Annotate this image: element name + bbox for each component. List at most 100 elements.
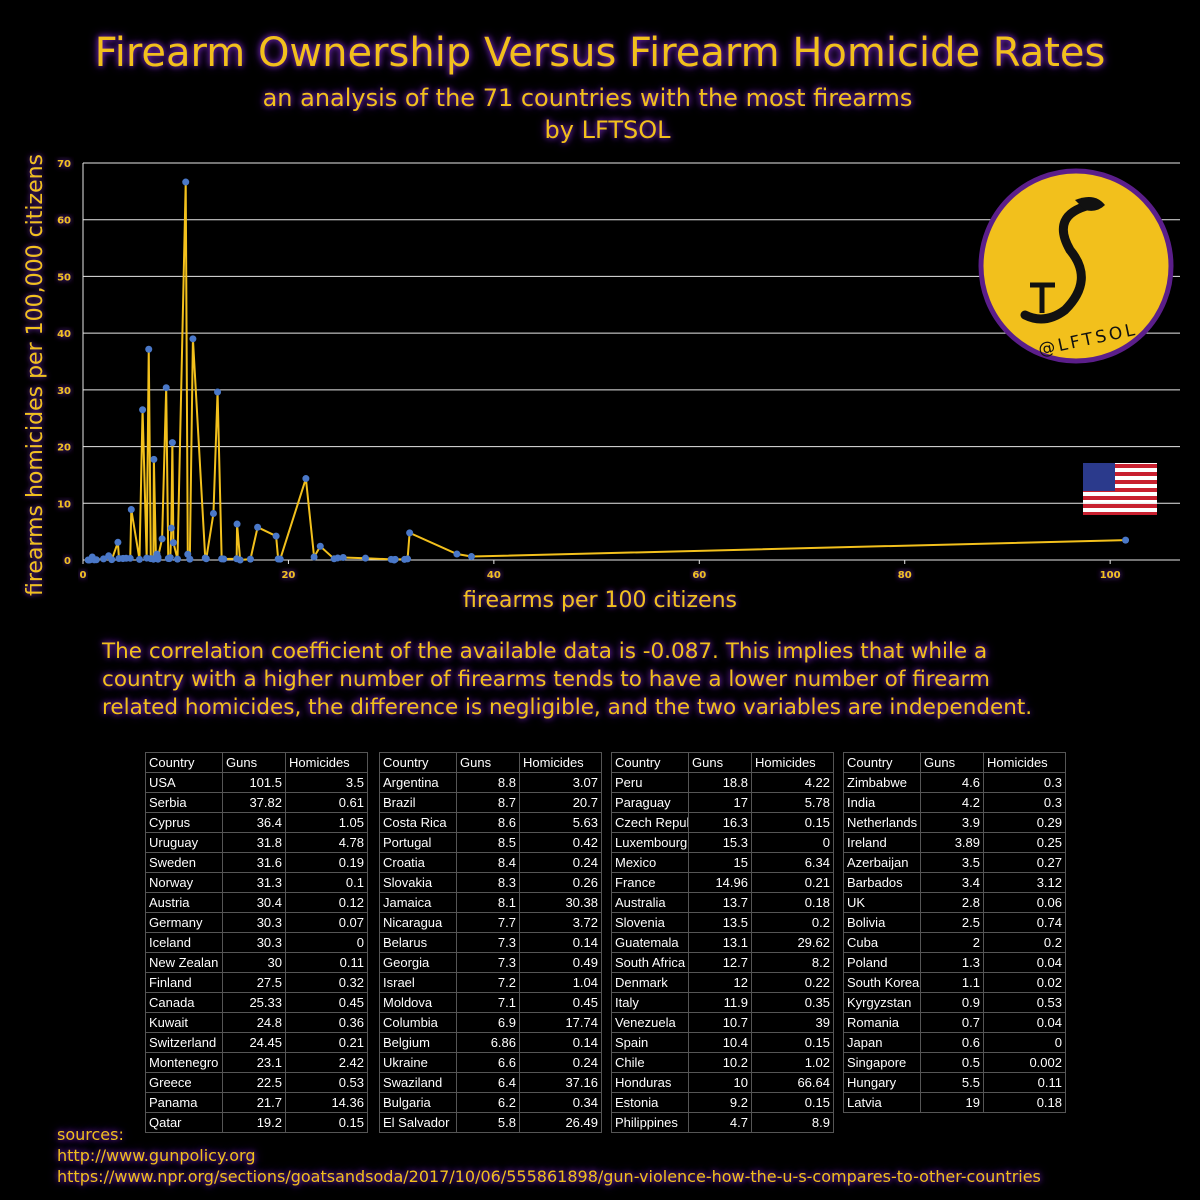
table-row: Spain 10.4 0.15	[611, 1032, 834, 1053]
table-row: Sweden 31.6 0.19	[145, 852, 368, 873]
header-cell: Country	[379, 752, 457, 773]
table-cell: 0	[751, 832, 834, 853]
data-point	[236, 556, 244, 564]
table-header: Country Guns Homicides	[145, 752, 368, 773]
table-cell: 14.96	[688, 872, 752, 893]
table-cell: South Korea	[843, 972, 921, 993]
table-cell: 36.4	[222, 812, 286, 833]
data-point	[154, 553, 162, 561]
table-cell: Peru	[611, 772, 689, 793]
table-row: Canada 25.33 0.45	[145, 992, 368, 1013]
y-tick-label: 70	[57, 159, 71, 170]
table-cell: 8.7	[456, 792, 520, 813]
header-cell: Guns	[456, 752, 520, 773]
table-cell: 0.22	[751, 972, 834, 993]
table-cell: 3.5	[285, 772, 368, 793]
table-cell: Italy	[611, 992, 689, 1013]
source-line: http://www.gunpolicy.org	[57, 1146, 256, 1165]
data-point	[139, 406, 147, 414]
table-cell: 0.53	[983, 992, 1066, 1013]
table-row: Argentina 8.8 3.07	[379, 772, 602, 793]
table-cell: 0.32	[285, 972, 368, 993]
table-cell: Bolivia	[843, 912, 921, 933]
data-point	[233, 520, 241, 528]
header-cell: Guns	[688, 752, 752, 773]
table-cell: 6.9	[456, 1012, 520, 1033]
data-point	[168, 439, 176, 447]
y-axis-title: firearms homicides per 100,000 citizens	[23, 154, 48, 596]
table-cell: 0.24	[519, 852, 602, 873]
table-cell: Montenegro	[145, 1052, 223, 1073]
table-row: Italy 11.9 0.35	[611, 992, 834, 1013]
y-tick-label: 40	[57, 329, 71, 340]
table-cell: 5.78	[751, 792, 834, 813]
y-tick-label: 60	[57, 216, 71, 227]
data-point	[467, 553, 475, 561]
table-cell: Belarus	[379, 932, 457, 953]
table-cell: 16.3	[688, 812, 752, 833]
table-cell: 0.6	[920, 1032, 984, 1053]
table-cell: 3.12	[983, 872, 1066, 893]
table-cell: India	[843, 792, 921, 813]
data-point	[202, 555, 210, 563]
table-cell: 0.3	[983, 792, 1066, 813]
table-cell: Romania	[843, 1012, 921, 1033]
table-cell: 0.7	[920, 1012, 984, 1033]
table-cell: Austria	[145, 892, 223, 913]
table-cell: 0.04	[983, 1012, 1066, 1033]
table-cell: 26.49	[519, 1112, 602, 1133]
table-cell: Qatar	[145, 1112, 223, 1133]
table-cell: New Zealan	[145, 952, 223, 973]
table-cell: Luxembourg	[611, 832, 689, 853]
table-cell: 3.4	[920, 872, 984, 893]
table-cell: 11.9	[688, 992, 752, 1013]
table-cell: 1.02	[751, 1052, 834, 1073]
table-cell: 0.74	[983, 912, 1066, 933]
data-point	[404, 555, 412, 563]
table-row: Belarus 7.3 0.14	[379, 932, 602, 953]
table-row: Croatia 8.4 0.24	[379, 852, 602, 873]
table-row: Brazil 8.7 20.7	[379, 792, 602, 813]
table-row: Singapore 0.5 0.002	[843, 1052, 1066, 1073]
chart: 0 10 20 30 40 50 60 70 0 20 40 60 80 100 firearms per …	[23, 154, 1180, 613]
table-cell: 0.18	[983, 1092, 1066, 1113]
table-cell: 4.78	[285, 832, 368, 853]
table-cell: Barbados	[843, 872, 921, 893]
table-cell: Portugal	[379, 832, 457, 853]
table-cell: 8.8	[456, 772, 520, 793]
data-point	[272, 532, 280, 540]
table-cell: 7.2	[456, 972, 520, 993]
table-row: Luxembourg 15.3 0	[611, 832, 834, 853]
table-cell: 2.8	[920, 892, 984, 913]
chart-subtitle: an analysis of the 71 countries with the…	[262, 84, 913, 112]
table-cell: 8.3	[456, 872, 520, 893]
table-cell: 6.6	[456, 1052, 520, 1073]
table-cell: 12	[688, 972, 752, 993]
header-cell: Homicides	[519, 752, 602, 773]
table-row: Greece 22.5 0.53	[145, 1072, 368, 1093]
table-cell: South Africa	[611, 952, 689, 973]
table-cell: 3.07	[519, 772, 602, 793]
table-cell: 0.2	[983, 932, 1066, 953]
table-cell: Cuba	[843, 932, 921, 953]
table-row: Kyrgyzstan 0.9 0.53	[843, 992, 1066, 1013]
table-cell: 17.74	[519, 1012, 602, 1033]
table-row: Latvia 19 0.18	[843, 1092, 1066, 1113]
table-header: Country Guns Homicides	[843, 752, 1066, 773]
data-point	[334, 554, 342, 562]
table-row: Netherlands 3.9 0.29	[843, 812, 1066, 833]
table-cell: 10.7	[688, 1012, 752, 1033]
x-tick-label: 80	[898, 570, 912, 581]
table-cell: Uruguay	[145, 832, 223, 853]
table-row: Bulgaria 6.2 0.34	[379, 1092, 602, 1113]
table-cell: Iceland	[145, 932, 223, 953]
table-cell: Paraguay	[611, 792, 689, 813]
x-tick-label: 40	[487, 570, 501, 581]
table-cell: 0	[983, 1032, 1066, 1053]
table-cell: 1.05	[285, 812, 368, 833]
correlation-text: The correlation coefficient of the avail…	[102, 638, 1032, 722]
table-cell: Georgia	[379, 952, 457, 973]
table-cell: Australia	[611, 892, 689, 913]
table-cell: 0.04	[983, 952, 1066, 973]
data-point	[316, 542, 324, 550]
